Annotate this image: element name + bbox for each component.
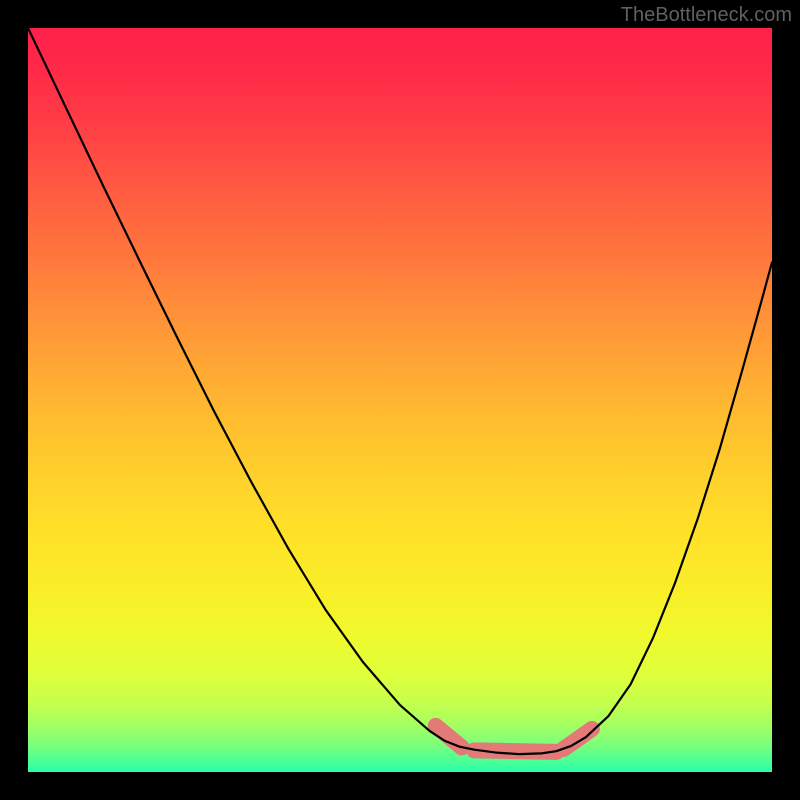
chart-svg <box>28 28 772 772</box>
bottleneck-curve <box>28 28 772 754</box>
attribution-text: TheBottleneck.com <box>621 4 792 27</box>
plot-area <box>28 28 772 772</box>
